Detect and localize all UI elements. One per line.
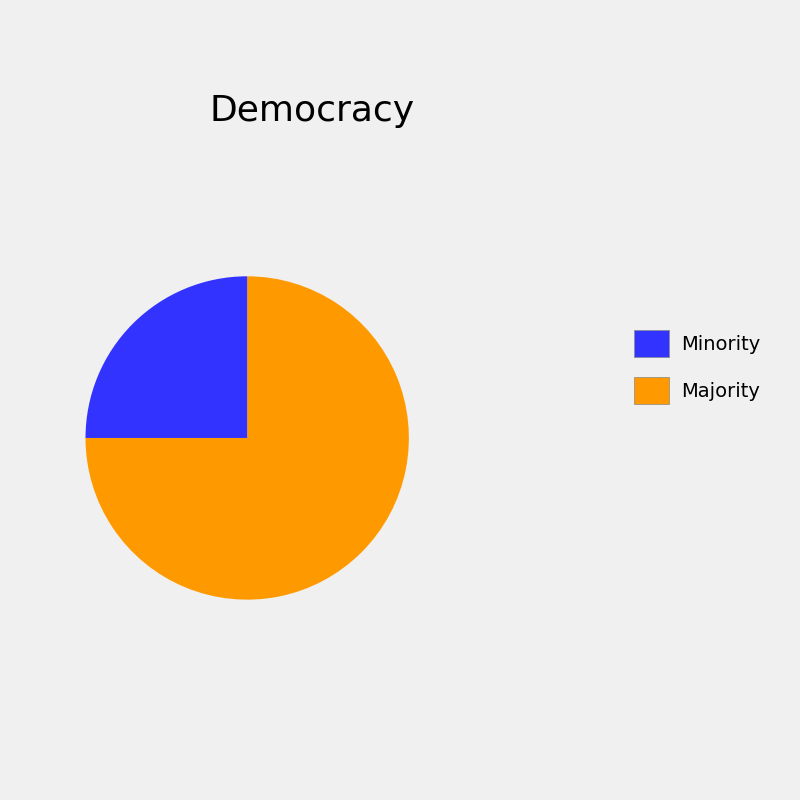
Title: Democracy: Democracy — [210, 94, 414, 127]
Wedge shape — [86, 276, 247, 438]
Legend: Minority, Majority: Minority, Majority — [626, 322, 768, 412]
Wedge shape — [86, 276, 409, 600]
